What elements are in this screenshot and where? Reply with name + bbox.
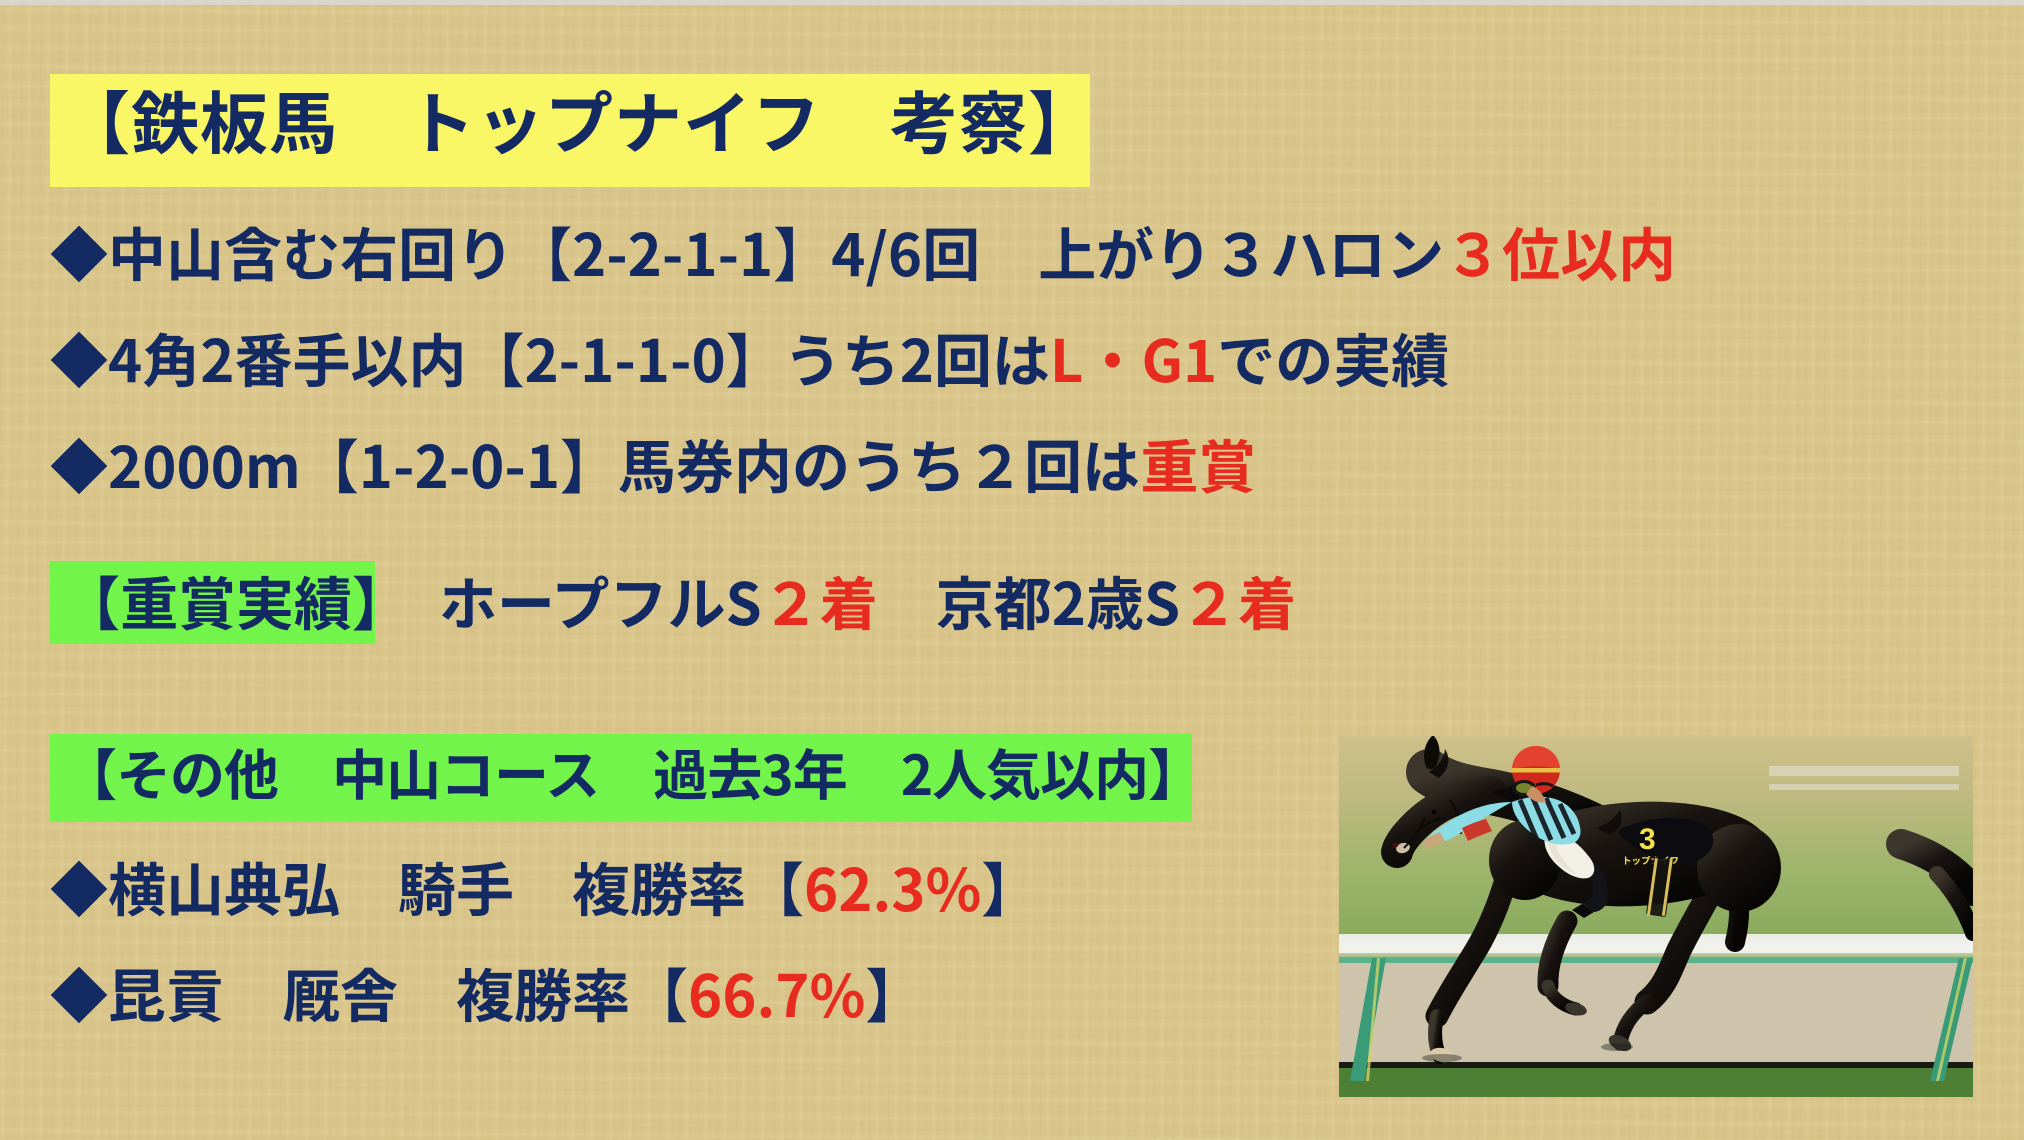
svg-text:3: 3 bbox=[1639, 823, 1656, 856]
